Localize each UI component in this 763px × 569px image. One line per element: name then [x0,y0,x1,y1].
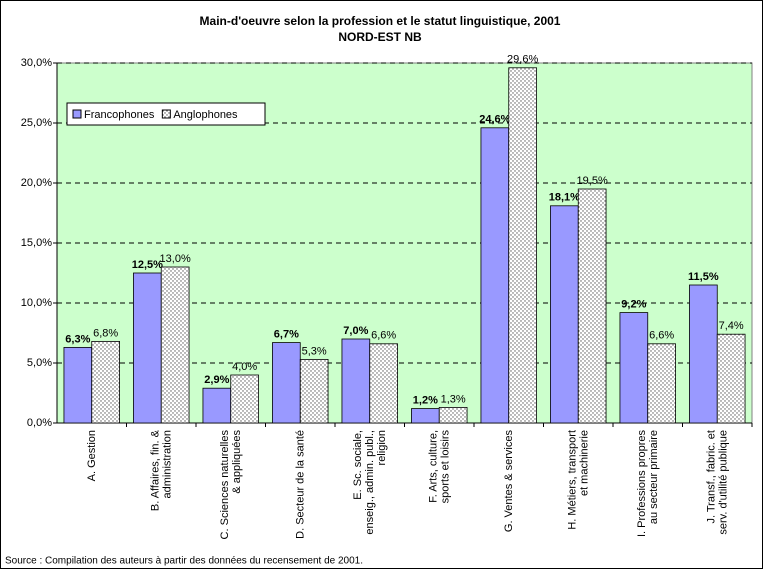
value-label: 1,2% [413,395,438,407]
value-label: 4,0% [232,361,257,373]
value-label: 18,1% [549,192,580,204]
bar [716,333,746,424]
value-label: 29,6% [507,54,538,66]
bar [91,340,120,424]
bar [63,346,93,424]
y-tick-label: 25,0% [21,117,52,129]
value-label: 6,6% [649,330,674,342]
y-tick-label: 5,0% [27,357,52,369]
x-tick-label: B. Affaires, fin. &administration [149,429,173,511]
x-tick-label: D. Secteur de la santé [294,430,306,539]
value-label: 1,3% [441,393,466,405]
bar [230,374,259,424]
bar [369,343,398,424]
x-tick-label: E. Sc. sociale,enseig., admin. publ.,rel… [352,430,388,535]
bar [438,406,468,424]
bar [577,188,607,424]
chart-title: Main-d'oeuvre selon la profession et le … [200,14,561,28]
y-tick-label: 15,0% [21,237,52,249]
value-label: 6,7% [274,329,299,341]
value-label: 12,5% [132,259,163,271]
legend-swatch [161,109,171,119]
value-label: 11,5% [688,271,719,283]
bar [160,266,190,424]
value-label: 6,3% [65,333,90,345]
x-tick-label: J. Transf., fabric. etserv. d'utilité pu… [705,430,729,535]
value-label: 7,4% [719,320,744,332]
y-tick-label: 20,0% [21,177,52,189]
value-label: 5,3% [302,345,327,357]
value-label: 6,8% [93,327,118,339]
bar [299,358,329,424]
bar [133,272,162,424]
bar [272,342,301,424]
value-label: 9,2% [621,299,646,311]
legend-label: Anglophones [173,109,238,121]
bar [508,67,537,424]
x-tick-label: C. Sciences naturelles& appliquées [219,430,243,540]
value-label: 19,5% [577,175,608,187]
bar [480,127,510,424]
bar [647,343,676,424]
value-label: 6,6% [371,330,396,342]
bar [689,284,718,424]
bar [341,338,371,424]
x-tick-label: G. Ventes & services [503,430,515,533]
value-label: 13,0% [160,253,191,265]
bar [411,408,440,424]
x-tick-label: I. Professions propresau secteur primair… [636,430,660,537]
legend-label: Francophones [84,109,155,121]
y-tick-label: 0,0% [27,417,52,429]
bar [550,205,579,424]
chart-subtitle: NORD-EST NB [338,30,422,44]
legend-swatch [72,109,82,119]
value-label: 7,0% [343,325,368,337]
source-note: Source : Compilation des auteurs à parti… [5,556,363,567]
bar [202,387,232,424]
x-tick-label: H. Métiers, transportet machinerie [566,430,590,530]
value-label: 24,6% [479,114,510,126]
x-tick-label: A. Gestion [86,430,98,481]
bar [619,312,649,424]
x-tick-label: F. Arts, culture,sports et loisirs [427,430,451,504]
value-label: 2,9% [204,374,229,386]
y-tick-label: 10,0% [21,297,52,309]
y-tick-label: 30,0% [21,57,52,69]
